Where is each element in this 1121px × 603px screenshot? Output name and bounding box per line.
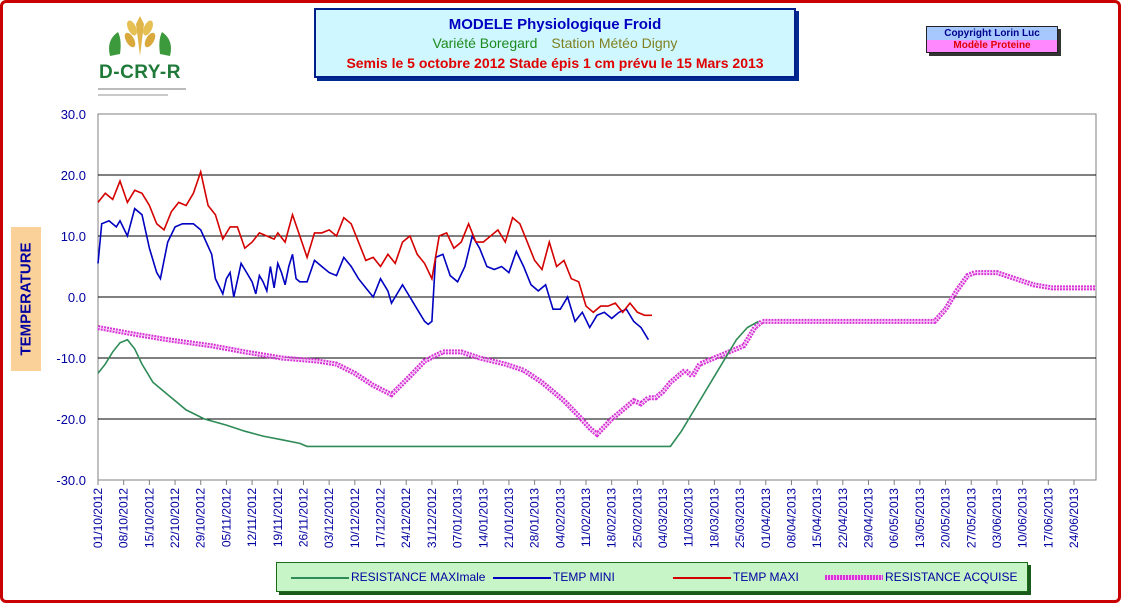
x-tick-label: 18/03/2013	[707, 488, 721, 548]
legend: RESISTANCE MAXImale TEMP MINI TEMP MAXI …	[276, 562, 1028, 592]
y-tick-label: -30.0	[56, 473, 86, 488]
x-tick-label: 15/10/2012	[142, 488, 156, 548]
chart-title: MODELE Physiologique Froid	[448, 16, 662, 33]
y-tick-label: -20.0	[56, 412, 86, 427]
x-tick-label: 29/10/2012	[194, 488, 208, 548]
legend-item-resistance-max: RESISTANCE MAXImale	[291, 570, 485, 584]
series-line-temp-maxi	[97, 168, 652, 317]
x-tick-label: 24/12/2012	[399, 488, 413, 548]
logo-divider	[98, 88, 186, 90]
wheat-hands-icon	[109, 16, 171, 56]
x-tick-label: 17/12/2012	[374, 488, 388, 548]
x-tick-label: 21/01/2013	[502, 488, 516, 548]
logo-divider	[98, 94, 168, 96]
x-tick-label: 13/05/2013	[913, 488, 927, 548]
y-tick-label: 10.0	[61, 229, 86, 244]
series-line-temp-mini	[97, 207, 650, 341]
x-tick-label: 25/02/2013	[630, 488, 644, 548]
logo-text: D-CRY-R	[99, 62, 181, 83]
series-line-resistance-max	[97, 320, 759, 448]
logo: D-CRY-R	[92, 10, 188, 102]
x-tick-label: 28/01/2013	[528, 488, 542, 548]
legend-item-temp-maxi: TEMP MAXI	[673, 570, 799, 584]
x-tick-label: 03/12/2012	[322, 488, 336, 548]
x-tick-label: 26/11/2012	[296, 488, 310, 547]
x-tick-label: 20/05/2013	[939, 488, 953, 548]
model-line: Modèle Proteine	[927, 40, 1057, 52]
y-tick-label: -10.0	[56, 351, 86, 366]
series-line-resistance-acquise-highlight	[97, 272, 1096, 435]
x-tick-label: 04/02/2013	[553, 488, 567, 548]
y-axis-label-background	[11, 227, 41, 371]
x-tick-label: 15/04/2013	[810, 488, 824, 548]
legend-swatch	[825, 575, 883, 581]
legend-label: TEMP MINI	[553, 570, 615, 584]
legend-swatch	[291, 576, 349, 579]
copyright-line: Copyright Lorin Luc	[927, 27, 1057, 40]
x-tick-label: 12/11/2012	[245, 488, 259, 547]
x-tick-label: 27/05/2013	[964, 488, 978, 548]
legend-label: RESISTANCE MAXImale	[351, 570, 486, 584]
x-tick-label: 05/11/2012	[219, 488, 233, 547]
y-tick-label: 20.0	[61, 168, 86, 183]
legend-label: TEMP MAXI	[733, 570, 799, 584]
x-tick-label: 18/02/2013	[605, 488, 619, 548]
subtitle-line: Variété Boregard Station Météo Digny	[316, 34, 794, 53]
x-tick-label: 08/10/2012	[117, 488, 131, 548]
x-tick-label: 22/10/2012	[168, 488, 182, 548]
x-tick-label: 25/03/2013	[733, 488, 747, 548]
legend-item-resistance-acquise: RESISTANCE ACQUISE	[825, 570, 1017, 584]
y-tick-label: 0.0	[68, 290, 86, 305]
x-tick-label: 22/04/2013	[836, 488, 850, 548]
x-tick-label: 03/06/2013	[990, 488, 1004, 548]
x-tick-label: 06/05/2013	[887, 488, 901, 548]
legend-item-temp-mini: TEMP MINI	[493, 570, 615, 584]
y-tick-label: 30.0	[61, 107, 86, 122]
x-tick-label: 04/03/2013	[656, 488, 670, 548]
x-tick-label: 17/06/2013	[1041, 488, 1055, 548]
station-label: Station Météo Digny	[551, 35, 678, 51]
copyright-box: Copyright Lorin Luc Modèle Proteine	[926, 26, 1058, 53]
x-tick-label: 11/03/2013	[682, 488, 696, 547]
x-tick-label: 07/01/2013	[451, 488, 465, 548]
x-tick-label: 01/10/2012	[91, 488, 105, 548]
legend-label: RESISTANCE ACQUISE	[885, 570, 1018, 584]
x-tick-label: 11/02/2013	[579, 488, 593, 547]
x-tick-label: 29/04/2013	[862, 488, 876, 548]
x-tick-label: 10/06/2013	[1016, 488, 1030, 548]
legend-swatch	[673, 576, 731, 579]
legend-swatch	[493, 576, 551, 579]
x-tick-label: 14/01/2013	[476, 488, 490, 548]
variety-label: Variété Boregard	[432, 35, 538, 51]
x-tick-label: 10/12/2012	[348, 488, 362, 548]
x-tick-label: 08/04/2013	[784, 488, 798, 548]
title-box: MODELE Physiologique Froid Variété Boreg…	[314, 8, 796, 78]
x-tick-label: 01/04/2013	[759, 488, 773, 548]
x-tick-label: 19/11/2012	[271, 488, 285, 547]
sowing-info: Semis le 5 octobre 2012 Stade épis 1 cm …	[346, 55, 764, 71]
x-tick-label: 24/06/2013	[1067, 488, 1081, 548]
x-tick-label: 31/12/2012	[425, 488, 439, 548]
